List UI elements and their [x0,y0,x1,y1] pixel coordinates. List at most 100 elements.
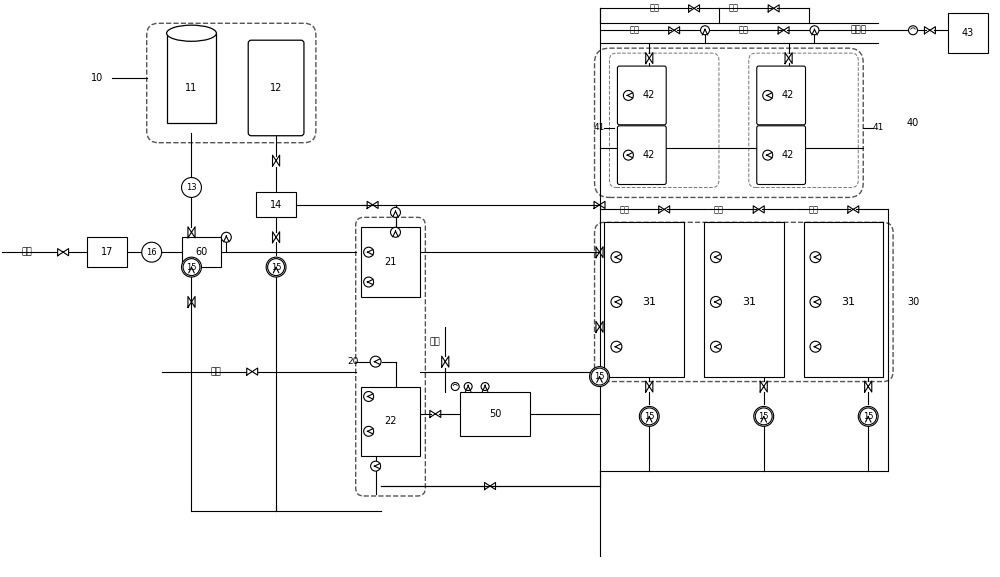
Text: 真空: 真空 [649,4,659,13]
Circle shape [710,341,721,352]
Circle shape [858,406,878,426]
Circle shape [481,383,489,391]
Bar [604,222,684,377]
Circle shape [370,356,381,367]
Circle shape [364,277,374,287]
Circle shape [364,426,374,436]
Circle shape [810,26,819,35]
FancyBboxPatch shape [248,40,304,136]
Circle shape [763,150,773,160]
Circle shape [623,91,633,100]
Text: 31: 31 [742,297,756,307]
Circle shape [183,258,200,276]
Text: 40: 40 [907,118,919,128]
Text: 16: 16 [146,248,157,257]
Circle shape [710,297,721,308]
Circle shape [590,366,609,387]
Text: 43: 43 [962,28,974,38]
Text: 15: 15 [186,263,197,272]
Circle shape [364,247,374,257]
Circle shape [641,408,658,425]
Text: 31: 31 [642,297,656,307]
Bar [804,222,883,377]
Text: 10: 10 [91,73,103,83]
Circle shape [909,26,917,35]
Bar [704,222,784,377]
Circle shape [451,383,459,391]
Text: 15: 15 [594,372,605,381]
Ellipse shape [167,25,216,42]
Text: 14: 14 [270,200,282,210]
Text: 真空: 真空 [739,26,749,35]
Circle shape [763,91,773,100]
Circle shape [464,383,472,391]
Circle shape [810,341,821,352]
Bar [460,392,530,436]
Text: 真空: 真空 [629,26,639,35]
Text: 42: 42 [781,91,794,100]
Circle shape [611,341,622,352]
Circle shape [142,242,162,262]
Circle shape [391,207,400,218]
Text: 15: 15 [758,412,769,421]
Bar [182,237,221,267]
Text: 22: 22 [384,417,397,426]
Text: 42: 42 [781,150,794,160]
Text: 17: 17 [101,247,113,257]
Text: 42: 42 [642,91,654,100]
Text: 尾气: 尾气 [211,367,222,376]
Circle shape [754,406,774,426]
Text: 尾气: 尾气 [430,337,441,346]
Bar [167,33,216,123]
Text: 12: 12 [270,83,282,93]
Circle shape [182,178,201,197]
Text: 60: 60 [195,247,208,257]
Circle shape [266,257,286,277]
Circle shape [182,257,201,277]
Text: 41: 41 [872,123,884,132]
Text: 尾气: 尾气 [808,205,818,214]
Circle shape [611,297,622,308]
Text: 31: 31 [841,297,855,307]
Text: 20: 20 [347,357,358,366]
Circle shape [810,297,821,308]
Circle shape [391,227,400,237]
Bar [948,13,988,53]
Text: 尾气: 尾气 [619,205,629,214]
Circle shape [810,252,821,263]
Text: 15: 15 [863,412,873,421]
Text: 13: 13 [186,183,197,192]
Bar [361,227,420,297]
Circle shape [591,368,608,385]
Text: 42: 42 [642,150,654,160]
Circle shape [710,252,721,263]
Circle shape [755,408,772,425]
Circle shape [623,150,633,160]
Text: 尾气: 尾气 [714,205,724,214]
Text: 真空: 真空 [729,4,739,13]
Text: 15: 15 [271,263,281,272]
Circle shape [268,258,285,276]
Text: 11: 11 [185,83,198,93]
Circle shape [611,252,622,263]
Circle shape [371,461,381,471]
Text: 21: 21 [384,257,397,267]
Text: 41: 41 [594,123,605,132]
Circle shape [639,406,659,426]
Text: 氢气: 氢气 [22,248,33,257]
Circle shape [221,233,231,242]
Circle shape [701,26,709,35]
FancyBboxPatch shape [757,66,806,125]
Bar [87,237,127,267]
Text: 接钯膜: 接钯膜 [850,26,866,35]
FancyBboxPatch shape [617,126,666,185]
Circle shape [364,392,374,402]
FancyBboxPatch shape [757,126,806,185]
Bar [361,387,420,456]
FancyBboxPatch shape [617,66,666,125]
Circle shape [860,408,877,425]
Text: 15: 15 [644,412,655,421]
Text: 50: 50 [489,409,501,419]
Text: 30: 30 [907,297,919,307]
Bar [256,193,296,218]
